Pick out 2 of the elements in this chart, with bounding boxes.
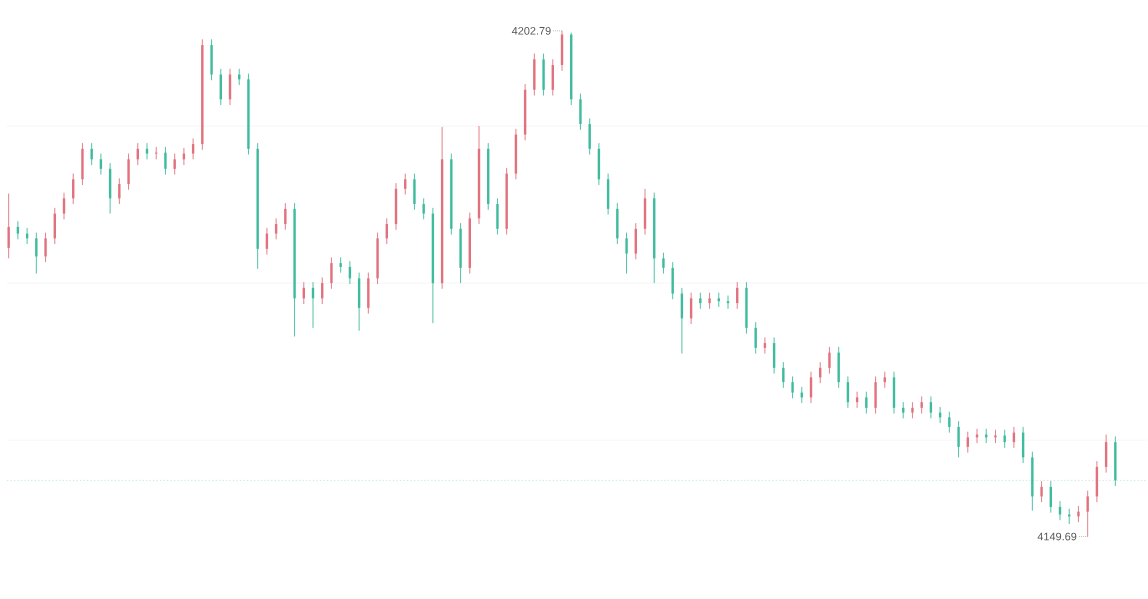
annotation: 4149.69 [1037,532,1077,541]
annotation: 4202.79 [511,26,551,35]
